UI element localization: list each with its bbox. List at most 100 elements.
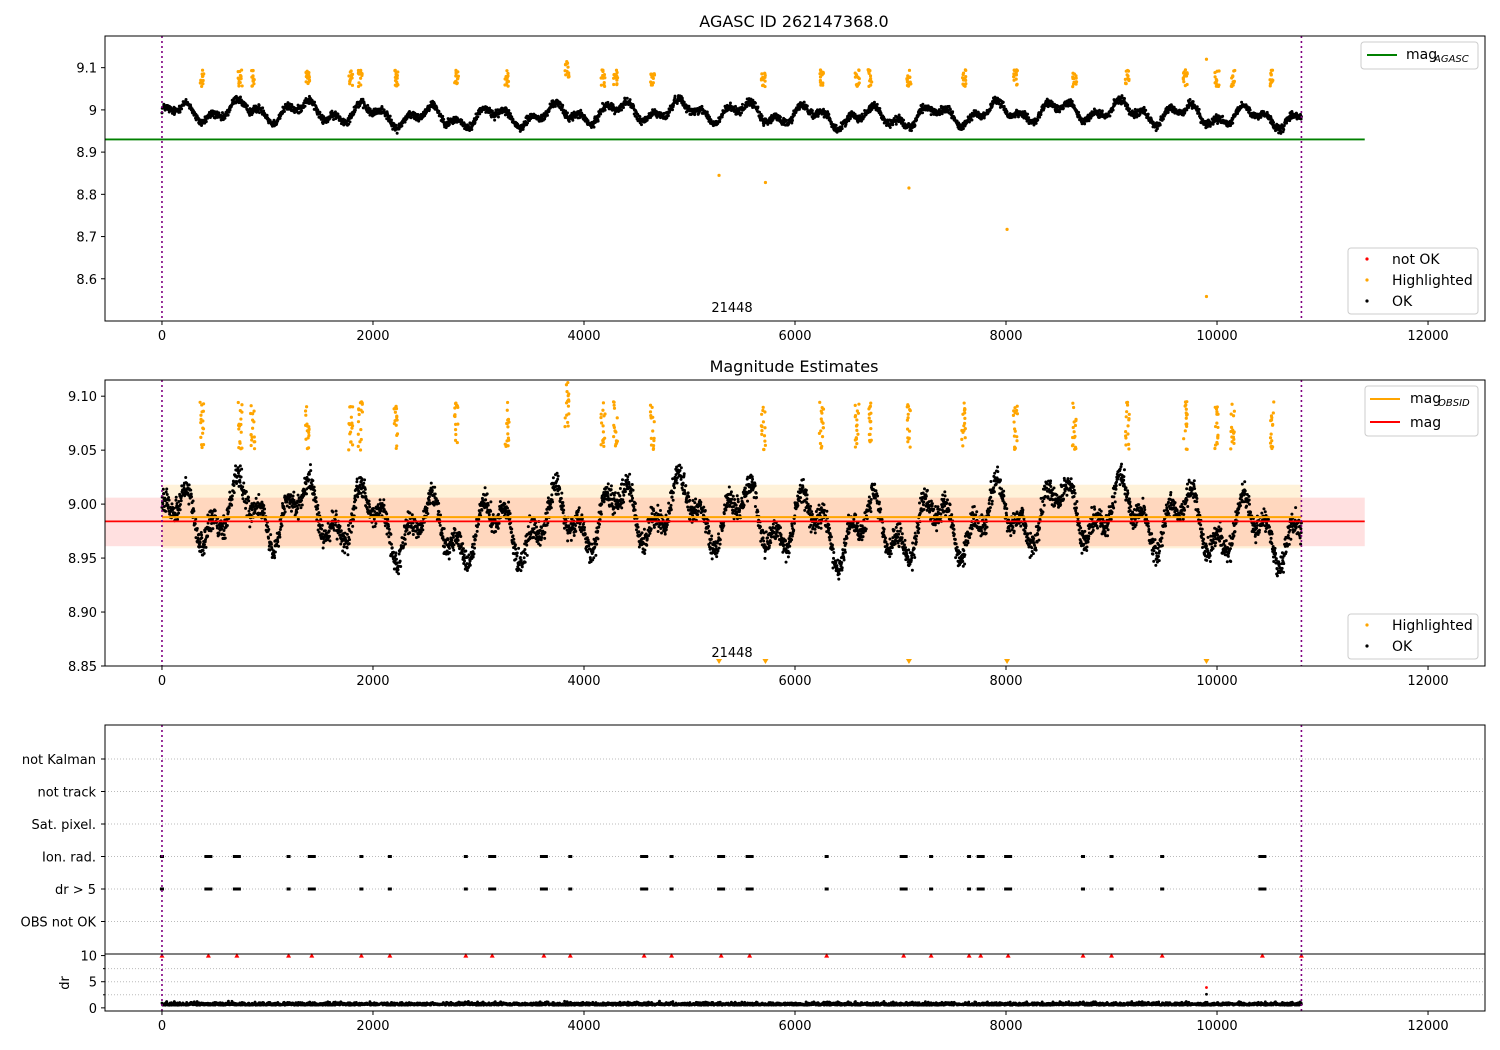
legend-ok-label: OK — [1392, 294, 1413, 310]
highlighted-point — [821, 71, 825, 76]
panel-agasc-frame — [104, 35, 1486, 322]
ok-point — [230, 497, 234, 501]
outlier-point — [1204, 294, 1209, 299]
ok-point — [367, 499, 371, 503]
ok-point — [278, 535, 282, 539]
highlighted-point — [356, 84, 361, 89]
ok-point — [273, 556, 277, 560]
highlighted-point — [601, 76, 605, 80]
ok-point — [740, 111, 744, 115]
ok-point — [267, 528, 271, 532]
ok-point — [408, 531, 412, 535]
ok-point — [187, 502, 191, 506]
highlighted-point — [200, 68, 205, 72]
ok-point — [321, 546, 325, 550]
ok-point — [1221, 114, 1225, 118]
ok-point — [790, 121, 794, 125]
ok-point — [278, 116, 282, 120]
ok-point — [621, 106, 625, 110]
highlighted-point — [566, 71, 570, 75]
ok-point — [1259, 115, 1263, 119]
highlighted-point — [236, 76, 240, 80]
ok-point — [1077, 110, 1081, 114]
ok-point — [304, 482, 308, 486]
highlighted-point — [199, 78, 203, 82]
ok-point — [292, 490, 296, 494]
ok-point — [300, 503, 304, 507]
ok-point — [222, 533, 226, 537]
highlighted-point — [237, 84, 241, 88]
ok-point — [623, 96, 627, 100]
ok-point — [265, 113, 269, 117]
ok-point — [281, 111, 285, 115]
highlighted-point — [612, 76, 616, 80]
highlighted-point — [1012, 68, 1016, 72]
highlighted-point — [1184, 74, 1189, 78]
highlighted-point — [819, 83, 823, 87]
ok-point — [203, 530, 207, 534]
ok-point — [269, 533, 273, 537]
highlighted-point — [651, 76, 655, 80]
ok-point — [254, 496, 258, 500]
ok-point — [312, 492, 316, 496]
ok-point — [312, 485, 316, 489]
ok-point — [1155, 127, 1159, 131]
ok-point — [363, 487, 367, 491]
ok-point — [891, 123, 895, 127]
ok-point — [179, 499, 183, 503]
ok-point — [784, 118, 788, 122]
highlighted-point — [650, 72, 654, 76]
ok-point — [1146, 112, 1150, 116]
ok-point — [571, 118, 575, 122]
ok-point — [395, 131, 399, 135]
ok-point — [639, 123, 643, 127]
panel-agasc-annotation: 21448 — [711, 301, 752, 316]
ok-point — [176, 517, 180, 521]
ok-point — [348, 538, 352, 542]
ok-point — [220, 111, 224, 115]
ok-point — [756, 105, 760, 109]
ok-point — [948, 108, 952, 112]
ok-point — [596, 119, 600, 123]
ok-point — [416, 113, 420, 117]
ok-point — [473, 120, 477, 124]
ok-point — [888, 126, 892, 130]
ok-point — [416, 535, 420, 539]
ok-point — [327, 534, 331, 538]
ok-point — [407, 110, 411, 114]
highlighted-point — [907, 83, 911, 87]
legend-mag-agasc-label: mag — [1406, 47, 1437, 63]
ok-point — [201, 548, 205, 552]
highlighted-point — [238, 69, 242, 74]
highlighted-point — [1071, 71, 1075, 75]
ok-point — [1128, 107, 1132, 111]
highlighted-point — [1213, 81, 1217, 85]
highlighted-point — [357, 72, 361, 76]
highlighted-point — [905, 77, 909, 81]
ok-point — [316, 503, 320, 507]
highlighted-point — [505, 69, 509, 73]
ok-point — [217, 531, 221, 535]
ok-point — [238, 464, 242, 468]
ok-point — [442, 117, 446, 121]
ok-point — [403, 537, 407, 541]
highlighted-point — [567, 74, 571, 79]
highlighted-point — [252, 82, 256, 86]
ok-point — [1240, 100, 1244, 104]
highlighted-point — [854, 73, 859, 77]
ok-point — [1080, 117, 1084, 121]
panel-agasc-plot — [105, 36, 1365, 321]
highlighted-point — [348, 82, 352, 86]
highlighted-point — [1213, 75, 1217, 79]
ok-point — [293, 111, 297, 115]
ok-point — [241, 485, 245, 489]
highlighted-point — [1014, 77, 1018, 81]
ok-point — [269, 542, 273, 546]
ok-point — [399, 565, 403, 569]
highlighted-point — [856, 82, 861, 87]
panel-agasc-xtick-label: 2000 — [356, 329, 389, 344]
ok-point — [460, 118, 464, 122]
highlighted-point — [1182, 80, 1186, 84]
highlighted-point — [1181, 71, 1186, 75]
ok-point — [199, 531, 203, 535]
